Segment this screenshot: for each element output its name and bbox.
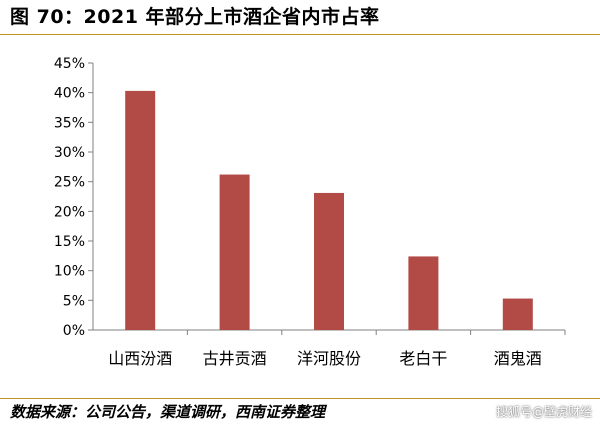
y-tick-label: 35% bbox=[54, 115, 85, 131]
y-tick-label: 20% bbox=[54, 204, 85, 220]
bar bbox=[314, 192, 344, 330]
y-tick-label: 45% bbox=[54, 56, 85, 72]
title-divider bbox=[0, 34, 600, 35]
bar-chart: 0% 5% 10% 15% 20% 25% 30% 35% 40% 45% 山西汾酒 古井贡酒 洋河股… bbox=[54, 56, 566, 368]
y-tick-label: 0% bbox=[63, 323, 85, 339]
chart-bars bbox=[125, 90, 533, 331]
x-category-label: 老白干 bbox=[399, 349, 447, 368]
x-category-label: 洋河股份 bbox=[297, 349, 361, 368]
source-note: 数据来源：公司公告，渠道调研，西南证券整理 bbox=[10, 403, 326, 421]
y-tick-label: 40% bbox=[54, 86, 85, 102]
x-category-label: 酒鬼酒 bbox=[494, 349, 542, 368]
x-category-label: 山西汾酒 bbox=[108, 349, 172, 368]
bar bbox=[408, 256, 439, 330]
y-tick-label: 15% bbox=[54, 234, 85, 250]
bar bbox=[125, 90, 156, 331]
figure-title: 图 70：2021 年部分上市酒企省内市占率 bbox=[10, 6, 380, 28]
watermark: 搜狐号@壁虎财经 bbox=[495, 405, 592, 419]
y-axis-ticks: 0% 5% 10% 15% 20% 25% 30% 35% 40% 45% bbox=[54, 56, 93, 339]
y-tick-label: 10% bbox=[54, 264, 85, 280]
y-tick-label: 25% bbox=[54, 175, 85, 191]
bar bbox=[219, 174, 250, 330]
y-tick-label: 5% bbox=[63, 293, 85, 309]
y-tick-label: 30% bbox=[54, 145, 85, 161]
x-category-label: 古井贡酒 bbox=[203, 349, 267, 368]
x-axis-labels: 山西汾酒 古井贡酒 洋河股份 老白干 酒鬼酒 bbox=[108, 349, 542, 368]
footer-divider bbox=[0, 398, 600, 399]
bar bbox=[502, 298, 533, 330]
